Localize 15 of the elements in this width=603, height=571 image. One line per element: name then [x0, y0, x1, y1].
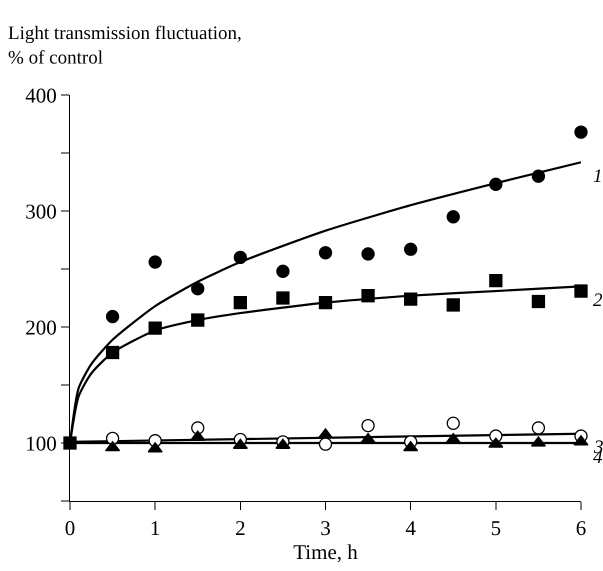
- x-axis-title: Time, h: [293, 540, 358, 564]
- x-tick-label: 3: [320, 516, 331, 540]
- y-tick-label: 100: [25, 431, 57, 456]
- y-tick-label: 300: [25, 199, 57, 224]
- x-tick-label: 2: [235, 516, 246, 540]
- x-tick-label: 4: [405, 516, 416, 540]
- x-tick-label: 1: [150, 516, 160, 540]
- y-axis-title: Light transmission fluctuation, % of control: [8, 23, 242, 69]
- y-tick-label: 400: [25, 83, 57, 108]
- x-tick-label: 6: [576, 516, 586, 540]
- x-tick-label: 5: [490, 516, 502, 540]
- series-label: 2: [593, 290, 603, 311]
- x-tick-label: 0: [64, 516, 76, 540]
- series-label: 1: [593, 166, 602, 187]
- y-tick-label: 200: [25, 315, 57, 340]
